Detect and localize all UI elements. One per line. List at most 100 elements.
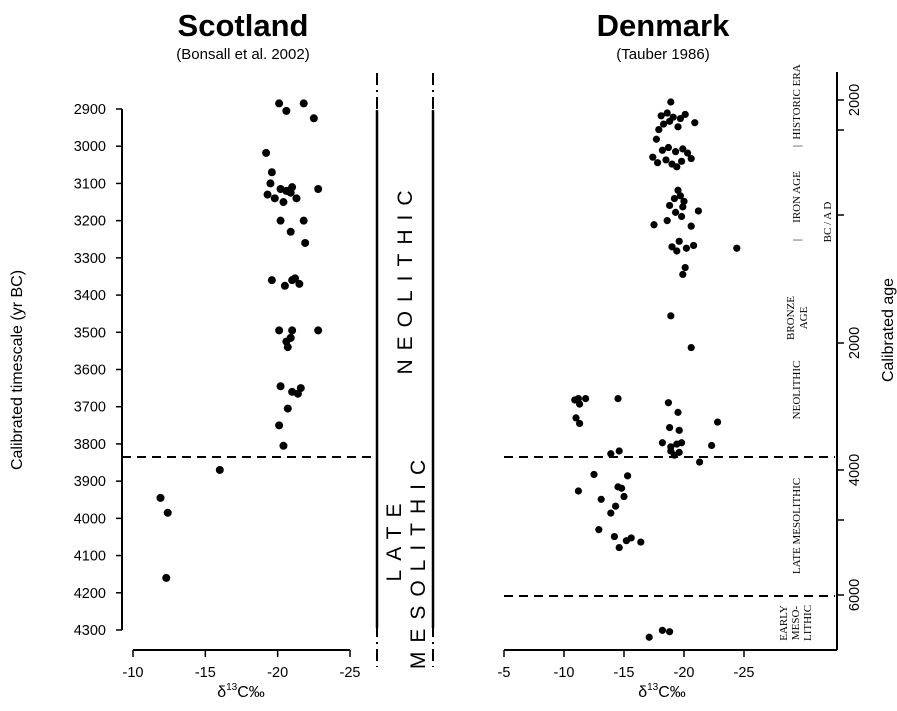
denmark-data-point	[624, 472, 632, 480]
scotland-data-point	[293, 389, 302, 398]
denmark-data-point	[679, 203, 687, 211]
denmark-right-tick-label: 4000	[847, 454, 863, 486]
denmark-data-point	[667, 312, 675, 320]
scotland-y-tick-label: 3500	[74, 325, 106, 341]
denmark-data-point	[679, 145, 687, 153]
denmark-citation: (Tauber 1986)	[616, 46, 709, 63]
scotland-data-point	[279, 198, 288, 207]
denmark-data-point	[658, 626, 667, 634]
denmark-data-point	[676, 192, 685, 200]
denmark-data-point	[687, 154, 695, 163]
denmark-data-point	[620, 492, 628, 501]
denmark-data-point	[654, 159, 662, 167]
denmark-data-point	[666, 628, 674, 636]
denmark-data-point	[681, 263, 689, 272]
scotland-y-tick-label: 2900	[74, 102, 106, 118]
denmark-data-point	[691, 119, 699, 127]
svg-text:|: |	[791, 145, 803, 147]
denmark-right-axis-label: Calibrated age	[880, 278, 897, 382]
scotland-data-point	[156, 493, 165, 502]
scotland-x-tick-label: -20	[267, 665, 288, 681]
period-neolithic: NEOLITHIC	[791, 361, 803, 420]
scotland-y-tick-label: 3700	[74, 400, 106, 416]
scotland-panel: Scotland (Bonsall et al. 2002) 2900 3000 3…	[9, 8, 372, 701]
denmark-data-point	[708, 441, 716, 450]
denmark-right-tick-label: 2000	[847, 84, 863, 116]
denmark-data-point	[674, 186, 682, 194]
denmark-data-point	[571, 396, 579, 404]
denmark-data-point	[678, 157, 686, 165]
scotland-y-tick-label: 3800	[74, 437, 106, 453]
denmark-data-point	[678, 212, 686, 221]
denmark-data-point	[610, 532, 619, 541]
denmark-right-tick-label: 2000	[847, 327, 863, 359]
svg-text:|: |	[791, 239, 803, 241]
denmark-data-point	[615, 447, 623, 455]
denmark-data-points	[571, 98, 741, 641]
denmark-x-tick-label: -10	[554, 665, 575, 681]
denmark-data-point	[733, 244, 741, 252]
denmark-x-tick-label: -25	[734, 665, 755, 681]
denmark-data-point	[597, 495, 605, 503]
denmark-data-point	[690, 241, 698, 250]
denmark-data-point	[615, 543, 623, 552]
denmark-data-point	[684, 149, 692, 157]
denmark-data-point	[675, 426, 683, 434]
denmark-data-point	[673, 163, 681, 171]
denmark-x-tick-label: -5	[498, 665, 511, 681]
svg-text:δ13C‰: δ13C‰	[638, 682, 686, 701]
denmark-panel: Denmark (Tauber 1986) -5 -10 -15 -20 -25 200…	[498, 8, 897, 701]
denmark-data-point	[607, 450, 615, 458]
denmark-data-point	[680, 197, 688, 205]
scotland-data-points	[156, 99, 323, 582]
denmark-data-point	[637, 538, 645, 546]
denmark-data-point	[574, 487, 583, 495]
scotland-data-point	[291, 274, 300, 283]
denmark-data-point	[670, 451, 679, 459]
scotland-x-axis-label: δ13C‰	[217, 682, 265, 701]
svg-text:δ13C‰: δ13C‰	[217, 682, 265, 701]
scotland-y-tick-label: 4100	[74, 549, 106, 565]
denmark-x-tick-label: -15	[614, 665, 635, 681]
denmark-title: Denmark	[597, 8, 730, 43]
scotland-data-point	[301, 238, 310, 247]
scotland-data-point	[270, 194, 279, 203]
scotland-y-tick-label: 3000	[74, 139, 106, 155]
mesolithic-label: MESOLITHIC	[407, 451, 430, 669]
scotland-y-tick-label: 3600	[74, 363, 106, 379]
denmark-data-point	[687, 222, 695, 230]
scotland-data-point	[283, 404, 292, 413]
scotland-y-tick-label: 4200	[74, 586, 106, 602]
denmark-data-point	[627, 534, 635, 542]
scotland-y-axis-label: Calibrated timescale (yr BC)	[9, 270, 26, 470]
denmark-data-point	[618, 484, 626, 492]
denmark-data-point	[672, 148, 680, 156]
scotland-data-point	[279, 441, 288, 450]
scotland-data-point	[288, 326, 297, 335]
denmark-data-point	[652, 135, 661, 143]
period-early-mesolithic: EARLYMESO-LITHIC	[778, 605, 814, 641]
period-iron-age: IRON AGE	[791, 171, 803, 223]
denmark-data-point	[664, 143, 673, 152]
scotland-title: Scotland	[178, 8, 309, 43]
denmark-data-point	[694, 207, 703, 215]
scotland-y-ticks: 2900 3000 3100 3200 3300 3400 3500 3600 3700 3800…	[74, 102, 122, 639]
denmark-data-point	[670, 194, 679, 203]
denmark-data-point	[612, 502, 620, 510]
scotland-data-point	[299, 99, 308, 108]
scotland-data-point	[276, 216, 285, 225]
denmark-data-point	[667, 98, 675, 106]
denmark-data-point	[576, 419, 584, 428]
scotland-x-tick-label: -15	[195, 665, 216, 681]
scotland-data-point	[163, 508, 172, 517]
scotland-data-point	[275, 326, 284, 335]
scotland-data-point	[262, 148, 271, 157]
denmark-data-point	[607, 509, 615, 517]
denmark-data-point	[673, 247, 681, 255]
denmark-data-point	[655, 125, 663, 134]
scotland-x-tick-label: -25	[340, 665, 361, 681]
scotland-data-point	[266, 179, 275, 188]
scotland-data-point	[280, 281, 289, 290]
period-bronze-age: BRONZEAGE	[785, 296, 810, 340]
denmark-data-point	[679, 270, 687, 279]
